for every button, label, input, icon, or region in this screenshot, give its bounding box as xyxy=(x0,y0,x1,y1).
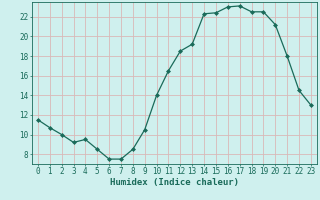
X-axis label: Humidex (Indice chaleur): Humidex (Indice chaleur) xyxy=(110,178,239,187)
